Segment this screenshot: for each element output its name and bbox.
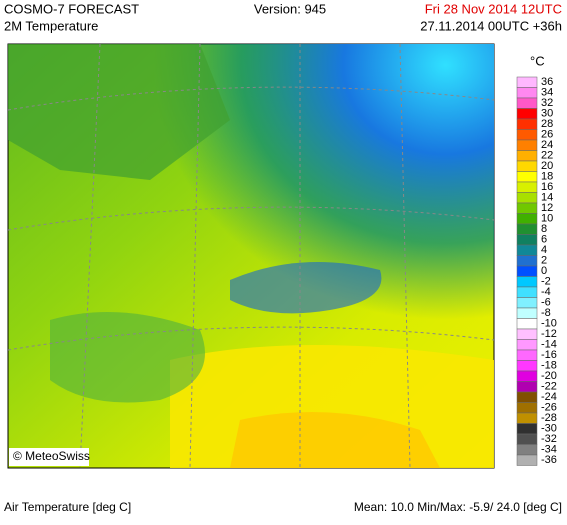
legend-label: 20: [541, 160, 553, 172]
legend-swatch: [516, 255, 538, 267]
iberia: [50, 312, 205, 403]
footer-stats: Mean: 10.0 Min/Max: -5.9/ 24.0 [deg C]: [354, 500, 562, 514]
legend-swatch: [516, 87, 538, 99]
legend-swatch: [516, 402, 538, 414]
legend-swatch: [516, 129, 538, 141]
legend-label: 18: [541, 171, 553, 183]
legend-swatch: [516, 181, 538, 193]
legend-label: -32: [541, 433, 557, 445]
copyright: © MeteoSwiss: [13, 449, 90, 463]
legend-label: -26: [541, 402, 557, 414]
legend-swatch: [516, 328, 538, 340]
legend-label: -8: [541, 307, 551, 319]
legend-swatch: [516, 444, 538, 456]
legend-swatch: [516, 171, 538, 183]
legend-label: 22: [541, 150, 553, 162]
legend-swatch: [516, 307, 538, 319]
legend-label: 28: [541, 118, 553, 130]
legend-label: 36: [541, 76, 553, 88]
legend-swatch: [516, 360, 538, 372]
alps: [230, 262, 382, 314]
valid-time: Fri 28 Nov 2014 12UTC: [425, 1, 562, 16]
legend-label: -28: [541, 412, 557, 424]
legend-swatch: [516, 433, 538, 445]
legend-swatch: [516, 412, 538, 424]
legend-label: -14: [541, 339, 557, 351]
legend-label: 4: [541, 244, 547, 256]
legend-label: 0: [541, 265, 547, 277]
legend-swatch: [516, 423, 538, 435]
legend-label: -12: [541, 328, 557, 340]
legend-swatch: [516, 139, 538, 151]
legend-label: 34: [541, 87, 553, 99]
legend-swatch: [516, 297, 538, 309]
legend-swatch: [516, 286, 538, 298]
legend-label: -10: [541, 318, 557, 330]
legend-swatch: [516, 76, 538, 88]
legend-swatch: [516, 265, 538, 277]
legend-label: 26: [541, 129, 553, 141]
legend-swatch: [516, 150, 538, 162]
legend-swatch: [516, 223, 538, 235]
legend-label: -20: [541, 370, 557, 382]
legend-swatch: [516, 391, 538, 403]
north-west: [8, 44, 230, 180]
legend-swatch: [516, 370, 538, 382]
graticule: [7, 43, 495, 469]
legend-label: -36: [541, 454, 557, 466]
legend-swatch: [516, 192, 538, 204]
legend-unit: °C: [530, 53, 545, 68]
legend-label: 12: [541, 202, 553, 214]
legend-label: 8: [541, 223, 547, 235]
legend-swatch: [516, 213, 538, 225]
legend-swatch: [516, 118, 538, 130]
legend-swatch: [516, 349, 538, 361]
legend-label: -18: [541, 360, 557, 372]
legend-label: 16: [541, 181, 553, 193]
legend-swatch: [516, 276, 538, 288]
legend-label: 24: [541, 139, 553, 151]
legend-swatch: [516, 318, 538, 330]
legend-swatch: [516, 108, 538, 120]
legend-swatch: [516, 339, 538, 351]
legend-swatch: [516, 454, 538, 466]
legend-swatch: [516, 381, 538, 393]
legend-label: -30: [541, 423, 557, 435]
map: © MeteoSwiss: [7, 43, 495, 469]
legend-swatch: [516, 97, 538, 109]
legend-label: -4: [541, 286, 551, 298]
legend-label: -6: [541, 297, 551, 309]
legend-label: 6: [541, 234, 547, 246]
legend-label: 10: [541, 213, 553, 225]
legend-swatch: [516, 202, 538, 214]
south-hot: [230, 412, 440, 468]
title: COSMO-7 FORECAST: [4, 1, 139, 16]
legend-label: -16: [541, 349, 557, 361]
legend-label: -24: [541, 391, 557, 403]
legend-swatch: [516, 160, 538, 172]
legend-label: -34: [541, 444, 557, 456]
run-time: 27.11.2014 00UTC +36h: [420, 18, 562, 33]
legend-label: 32: [541, 97, 553, 109]
legend: 363432302826242220181614121086420-2-4-6-…: [516, 76, 557, 466]
legend-swatch: [516, 234, 538, 246]
legend-label: 14: [541, 192, 553, 204]
legend-label: 30: [541, 108, 553, 120]
copyright-box: [9, 448, 89, 466]
legend-label: -2: [541, 276, 551, 288]
legend-label: 2: [541, 255, 547, 267]
legend-label: -22: [541, 381, 557, 393]
footer-left: Air Temperature [deg C]: [4, 500, 131, 514]
subtitle: 2M Temperature: [4, 18, 98, 33]
legend-swatch: [516, 244, 538, 256]
version: Version: 945: [254, 1, 326, 16]
